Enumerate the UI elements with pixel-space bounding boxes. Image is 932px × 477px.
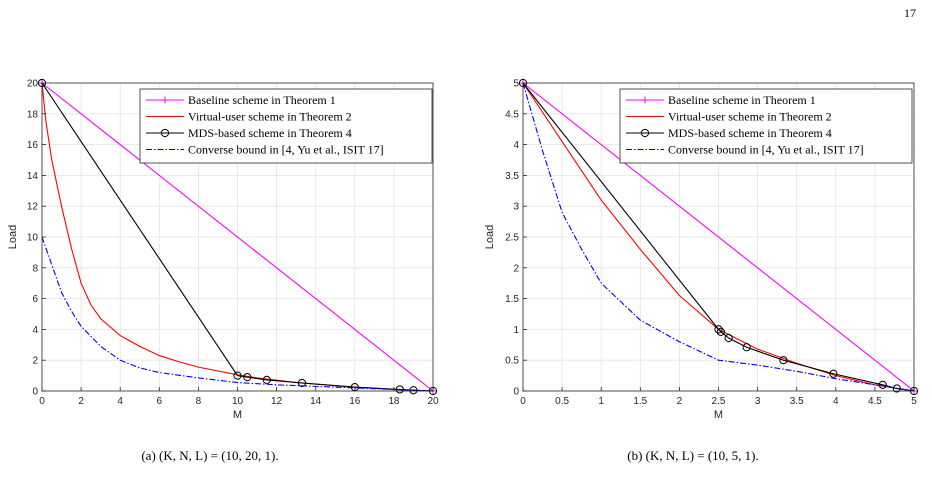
data-point-circle [779,356,788,365]
x-tick-label: 12 [271,396,283,407]
legend-entry-0: Baseline scheme in Theorem 1 [188,93,336,107]
series-line-0 [522,82,915,392]
y-tick-label: 16 [27,140,39,151]
x-tick-label: 20 [427,396,439,407]
x-tick-label: 4 [117,396,123,407]
data-point-circle [243,373,252,382]
x-tick-label: 18 [388,396,400,407]
y-tick-label: 14 [27,171,39,182]
data-point-circle [742,343,751,352]
y-tick-label: 4.5 [505,109,519,120]
x-tick-label: 10 [232,396,244,407]
x-tick-label: 4.5 [868,396,882,407]
y-tick-label: 5 [513,79,519,90]
y-tick-label: 3.5 [505,171,519,182]
page-number: 17 [904,6,916,20]
y-tick-label: 2 [32,356,38,367]
chart-b: 0 0.5 1 1.5 2 2.5 3 3.5 4 4.5 5 0 0.5 1 1.5 2 2.5 3 3.5 4 4.… [484,79,919,463]
series-line-3 [522,82,915,392]
x-tick-label: 1 [598,396,604,407]
y-tick-label: 2 [513,263,519,274]
y-axis-label: Load [484,225,496,249]
y-tick-label: 3 [513,202,519,213]
data-point-circle [878,380,887,389]
data-point-circle [716,327,725,336]
legend-entry-0: Baseline scheme in Theorem 1 [668,93,816,107]
data-point-circle [262,375,271,385]
y-tick-label: 0 [513,387,519,398]
chart-a: 0 2 4 6 8 10 12 14 16 18 20 0 2 4 6 8 10 12 14 16 18 20 M Load B… [7,79,439,464]
y-tick-label: 4 [32,325,38,336]
x-tick-label: 2.5 [712,396,726,407]
legend-entry-2: MDS-based scheme in Theorem 4 [188,126,352,140]
legend: Baseline scheme in Theorem 1 Virtual-user… [619,88,913,164]
data-point-circle [724,333,733,343]
x-tick-label: 6 [157,396,163,407]
y-tick-label: 12 [27,202,39,213]
x-tick-label: 0 [520,396,526,407]
legend-marker-plus [641,96,649,104]
y-tick-label: 18 [27,109,39,120]
series-line-3 [41,236,434,392]
y-tick-label: 6 [32,294,38,305]
y-axis-label: Load [7,225,19,249]
legend-entry-3: Converse bound in [4, Yu et al., ISIT 17… [188,143,384,157]
x-tick-label: 3 [755,396,761,407]
legend-marker-plus [161,96,169,104]
legend-box [139,88,433,164]
y-tick-label: 10 [27,233,39,244]
y-tick-label: 1 [513,325,519,336]
data-point-circle [829,369,838,378]
legend-entry-1: Virtual-user scheme in Theorem 2 [188,110,352,124]
y-tick-label: 1.5 [505,294,519,305]
x-tick-label: 5 [911,396,917,407]
y-tick-label: 20 [27,79,39,90]
x-tick-label: 1.5 [633,396,647,407]
x-tick-label: 0.5 [555,396,569,407]
x-tick-label: 2 [677,396,683,407]
legend-entry-3: Converse bound in [4, Yu et al., ISIT 17… [668,143,864,157]
legend: Baseline scheme in Theorem 1 Virtual-user… [139,88,433,164]
y-tick-label: 0 [32,387,38,398]
y-tick-label: 0.5 [505,356,519,367]
x-axis-label: M [714,409,723,421]
x-axis-label: M [233,409,242,421]
data-point-circle [714,325,723,334]
legend-marker-circle [640,128,650,138]
y-tick-label: 4 [513,140,519,151]
series-line-0 [41,82,434,392]
legend-box [619,88,913,164]
y-tick-label: 2.5 [505,233,519,244]
data-point-circle [233,371,242,380]
figure-caption: (b) (K, N, L) = (10, 5, 1). [627,448,759,463]
figure-caption: (a) (K, N, L) = (10, 20, 1). [141,448,278,463]
legend-entry-2: MDS-based scheme in Theorem 4 [668,126,832,140]
x-tick-label: 8 [196,396,202,407]
data-point-circle [297,378,307,388]
x-tick-label: 14 [310,396,322,407]
x-tick-label: 4 [833,396,839,407]
x-tick-label: 0 [39,396,45,407]
legend-marker-circle [160,128,170,138]
y-tick-label: 8 [32,263,38,274]
x-tick-label: 2 [78,396,84,407]
x-tick-label: 16 [349,396,361,407]
x-tick-label: 3.5 [790,396,804,407]
legend-entry-1: Virtual-user scheme in Theorem 2 [668,110,832,124]
